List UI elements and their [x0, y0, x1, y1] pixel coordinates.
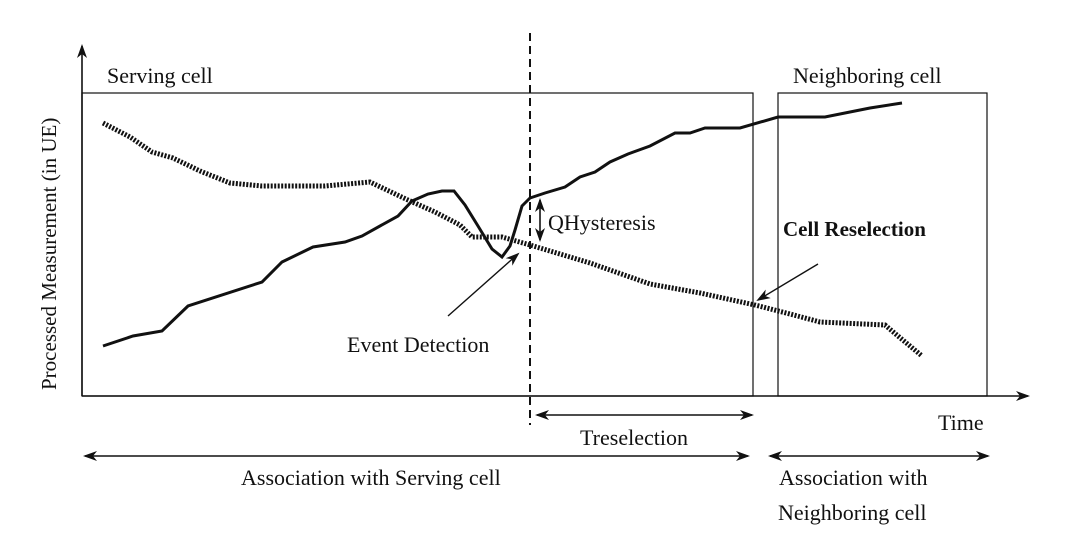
- serving-cell-label: Serving cell: [107, 63, 213, 88]
- y-axis-label: Processed Measurement (in UE): [37, 118, 61, 390]
- serving-cell-curve: [101, 120, 924, 358]
- neighboring-cell-curve: [102, 101, 903, 348]
- neighboring-cell-label: Neighboring cell: [793, 63, 941, 88]
- event-detection-label: Event Detection: [347, 332, 489, 357]
- x-axis-label: Time: [938, 410, 984, 435]
- cell-reselection-pointer: [756, 263, 819, 302]
- association-neighboring-label-line1: Association with: [779, 465, 928, 490]
- association-neighboring-label-line2: Neighboring cell: [778, 500, 926, 525]
- event-detection-pointer: [447, 252, 520, 317]
- serving-cell-box: [81, 92, 754, 397]
- treselection-label: Treselection: [580, 425, 688, 450]
- qhysteresis-label: QHysteresis: [548, 210, 656, 235]
- association-serving-label: Association with Serving cell: [241, 465, 501, 490]
- cell-reselection-label: Cell Reselection: [783, 217, 926, 241]
- neighboring-cell-box: [777, 92, 988, 397]
